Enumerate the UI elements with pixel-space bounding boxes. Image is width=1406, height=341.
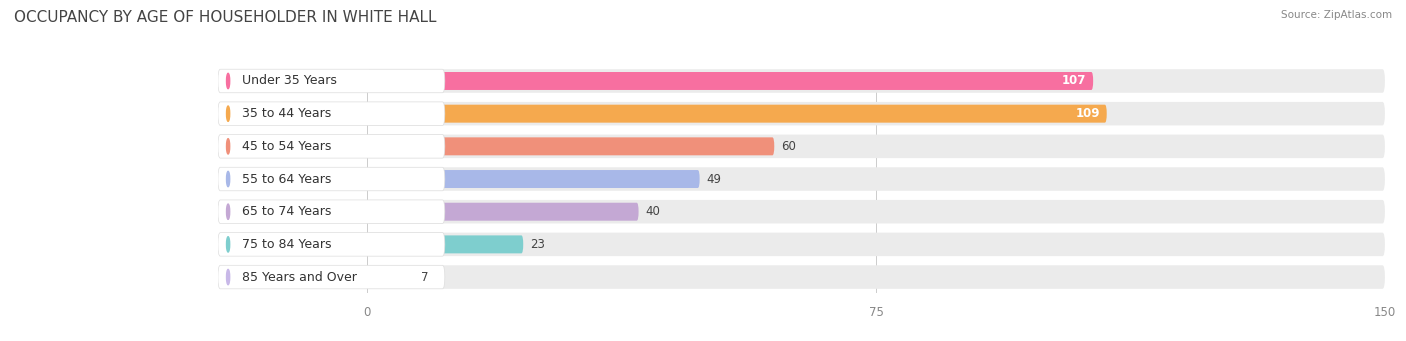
FancyBboxPatch shape bbox=[367, 137, 775, 155]
FancyBboxPatch shape bbox=[367, 72, 1094, 90]
FancyBboxPatch shape bbox=[218, 102, 444, 125]
Circle shape bbox=[226, 269, 229, 285]
FancyBboxPatch shape bbox=[367, 167, 1385, 191]
FancyBboxPatch shape bbox=[367, 69, 1385, 93]
Text: 60: 60 bbox=[782, 140, 796, 153]
Text: 49: 49 bbox=[706, 173, 721, 186]
Text: 40: 40 bbox=[645, 205, 661, 218]
FancyBboxPatch shape bbox=[218, 200, 444, 223]
FancyBboxPatch shape bbox=[218, 265, 444, 289]
Text: 85 Years and Over: 85 Years and Over bbox=[242, 270, 357, 284]
FancyBboxPatch shape bbox=[367, 203, 638, 221]
Circle shape bbox=[226, 237, 229, 252]
FancyBboxPatch shape bbox=[367, 265, 1385, 289]
Circle shape bbox=[226, 73, 229, 89]
Text: 7: 7 bbox=[422, 270, 429, 284]
FancyBboxPatch shape bbox=[367, 233, 1385, 256]
Text: 23: 23 bbox=[530, 238, 546, 251]
Circle shape bbox=[226, 204, 229, 219]
FancyBboxPatch shape bbox=[367, 170, 700, 188]
FancyBboxPatch shape bbox=[367, 135, 1385, 158]
Text: 107: 107 bbox=[1062, 74, 1087, 88]
Text: 35 to 44 Years: 35 to 44 Years bbox=[242, 107, 330, 120]
FancyBboxPatch shape bbox=[218, 135, 444, 158]
FancyBboxPatch shape bbox=[367, 200, 1385, 223]
FancyBboxPatch shape bbox=[367, 268, 415, 286]
Text: 65 to 74 Years: 65 to 74 Years bbox=[242, 205, 330, 218]
Circle shape bbox=[226, 139, 229, 154]
Text: Under 35 Years: Under 35 Years bbox=[242, 74, 336, 88]
FancyBboxPatch shape bbox=[367, 105, 1107, 123]
Text: OCCUPANCY BY AGE OF HOUSEHOLDER IN WHITE HALL: OCCUPANCY BY AGE OF HOUSEHOLDER IN WHITE… bbox=[14, 10, 436, 25]
FancyBboxPatch shape bbox=[218, 233, 444, 256]
FancyBboxPatch shape bbox=[367, 102, 1385, 125]
Text: Source: ZipAtlas.com: Source: ZipAtlas.com bbox=[1281, 10, 1392, 20]
FancyBboxPatch shape bbox=[218, 167, 444, 191]
Circle shape bbox=[226, 106, 229, 121]
Circle shape bbox=[226, 172, 229, 187]
Text: 109: 109 bbox=[1076, 107, 1099, 120]
Text: 75 to 84 Years: 75 to 84 Years bbox=[242, 238, 332, 251]
Text: 55 to 64 Years: 55 to 64 Years bbox=[242, 173, 330, 186]
FancyBboxPatch shape bbox=[218, 69, 444, 93]
Text: 45 to 54 Years: 45 to 54 Years bbox=[242, 140, 330, 153]
FancyBboxPatch shape bbox=[367, 235, 523, 253]
